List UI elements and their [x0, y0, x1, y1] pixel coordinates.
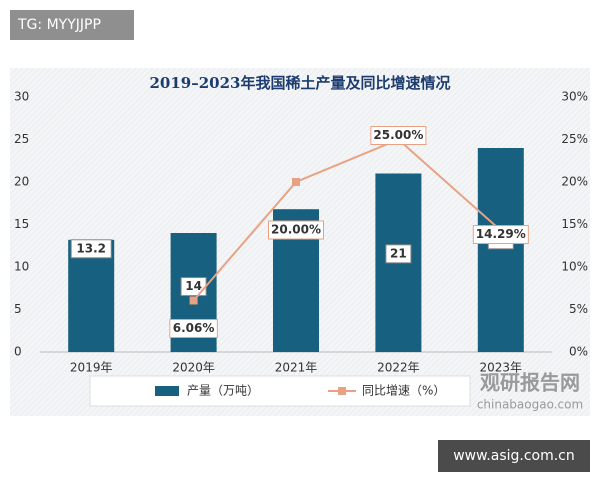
- tag: TG: MYYJJPP: [17, 17, 101, 33]
- y-tick-label: 0: [14, 345, 22, 359]
- data-label: 20.00%: [271, 223, 321, 237]
- y-tick-label: 20: [14, 175, 29, 189]
- watermark-url: chinabaogao.com: [477, 398, 583, 412]
- data-label-box: [268, 220, 324, 240]
- footer-box: [438, 440, 590, 472]
- data-label: 25.00%: [373, 128, 423, 142]
- line-marker: [292, 178, 300, 186]
- y2-tick-label: 5%: [569, 302, 588, 316]
- y2-tick-label: 20%: [561, 175, 588, 189]
- y-tick-label: 10: [14, 260, 29, 274]
- legend-label: 同比增速（%）: [362, 384, 445, 398]
- y-tick-label: 15: [14, 217, 29, 231]
- data-label: 13.2: [76, 241, 106, 255]
- legend-swatch: [155, 386, 179, 396]
- line: [192, 138, 502, 302]
- watermark-name: 观研报告网: [480, 371, 580, 395]
- data-label-box: [370, 126, 427, 145]
- y-tick-label: 30: [14, 90, 29, 104]
- legend-swatch: [338, 387, 346, 395]
- bar: [68, 239, 115, 352]
- x-tick-label: 2022年: [377, 361, 420, 375]
- y2-tick-label: 0%: [569, 345, 588, 359]
- x-tick-label: 2021年: [275, 361, 318, 375]
- x-tick-label: 2020年: [172, 361, 215, 375]
- data-label: 14.29%: [476, 227, 526, 241]
- y2-tick-label: 30%: [561, 90, 588, 104]
- x-tick-label: 2023年: [480, 361, 523, 375]
- tag-box: [10, 10, 134, 40]
- y-tick-label: 25: [14, 132, 29, 146]
- footer: www.asig.com.cn: [453, 448, 575, 464]
- bar: [477, 148, 524, 352]
- chart-title: 2019–2023年我国稀土产量及同比增速情况: [150, 74, 451, 92]
- y2-tick-label: 15%: [561, 217, 588, 231]
- y2-tick-label: 25%: [561, 132, 588, 146]
- legend-label: 产量（万吨）: [187, 384, 259, 398]
- data-label: 6.06%: [173, 321, 215, 335]
- data-label: 21: [390, 246, 407, 260]
- legend-box: [89, 375, 471, 407]
- data-label: 14: [185, 279, 202, 293]
- y-tick-label: 5: [14, 302, 22, 316]
- line-marker: [189, 296, 198, 305]
- data-label-box: [169, 318, 218, 338]
- data-label-box: [385, 244, 412, 264]
- data-label-box: [70, 239, 112, 259]
- y2-tick-label: 10%: [561, 260, 588, 274]
- x-tick-label: 2019年: [70, 361, 113, 375]
- data-label-box: [472, 225, 529, 245]
